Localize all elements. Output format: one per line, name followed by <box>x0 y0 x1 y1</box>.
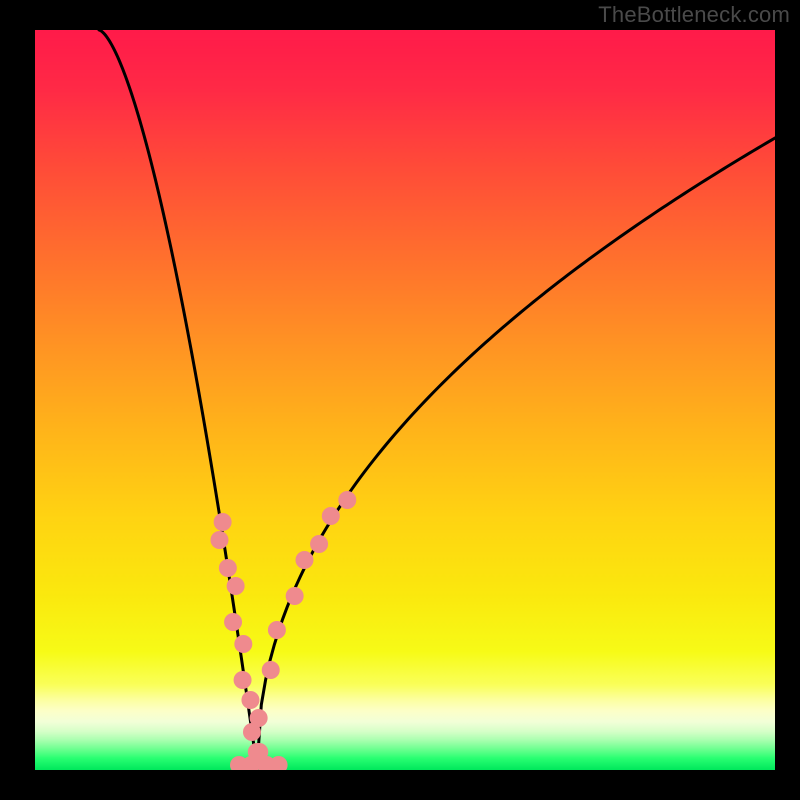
data-marker <box>219 559 237 577</box>
data-marker <box>241 691 259 709</box>
data-marker <box>286 587 304 605</box>
data-marker <box>338 491 356 509</box>
data-marker <box>214 513 232 531</box>
data-marker <box>268 621 286 639</box>
plot-area <box>35 30 775 770</box>
bottleneck-curve <box>99 30 775 768</box>
data-marker <box>234 635 252 653</box>
data-marker <box>227 577 245 595</box>
chart-frame: TheBottleneck.com <box>0 0 800 800</box>
data-marker <box>250 709 268 727</box>
data-marker <box>295 551 313 569</box>
watermark-text: TheBottleneck.com <box>598 2 790 28</box>
data-marker <box>234 671 252 689</box>
data-marker <box>310 535 328 553</box>
data-marker <box>210 531 228 549</box>
marker-group <box>210 491 356 770</box>
data-marker <box>224 613 242 631</box>
curve-layer <box>35 30 775 770</box>
data-marker <box>322 507 340 525</box>
data-marker <box>262 661 280 679</box>
